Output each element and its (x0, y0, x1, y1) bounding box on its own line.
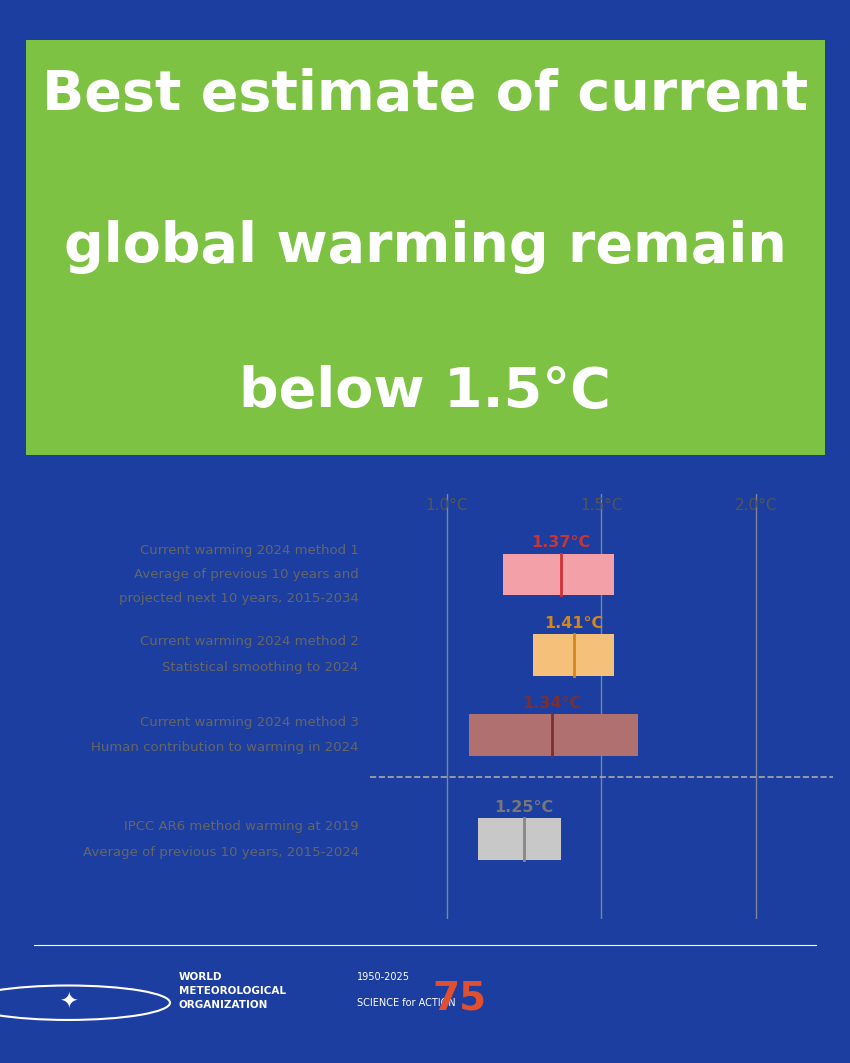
Text: 1.41°C: 1.41°C (544, 615, 604, 630)
Text: Best estimate of current: Best estimate of current (42, 68, 808, 122)
Text: WORLD
METEOROLOGICAL
ORGANIZATION: WORLD METEOROLOGICAL ORGANIZATION (178, 973, 286, 1010)
Text: ✦: ✦ (59, 993, 77, 1013)
Text: Statistical smoothing to 2024: Statistical smoothing to 2024 (162, 661, 359, 674)
Text: IPCC AR6 method warming at 2019: IPCC AR6 method warming at 2019 (124, 820, 359, 833)
Text: 1.37°C: 1.37°C (531, 536, 591, 551)
Text: Current warming 2024 method 2: Current warming 2024 method 2 (139, 636, 359, 648)
Bar (534, 634, 614, 676)
Text: Human contribution to warming in 2024: Human contribution to warming in 2024 (91, 741, 359, 755)
Text: 1.5°C: 1.5°C (580, 499, 622, 513)
Text: 1950-2025: 1950-2025 (357, 972, 410, 982)
Text: global warming remain: global warming remain (64, 220, 786, 274)
Text: SCIENCE for ACTION: SCIENCE for ACTION (357, 998, 456, 1008)
Text: below 1.5°C: below 1.5°C (239, 366, 611, 420)
Text: 1.34°C: 1.34°C (523, 696, 581, 711)
Text: Average of previous 10 years and: Average of previous 10 years and (134, 568, 359, 581)
Text: Current warming 2024 method 1: Current warming 2024 method 1 (139, 544, 359, 557)
Text: projected next 10 years, 2015-2034: projected next 10 years, 2015-2034 (119, 592, 359, 605)
Text: Average of previous 10 years, 2015-2024: Average of previous 10 years, 2015-2024 (82, 845, 359, 859)
Text: 1.0°C: 1.0°C (426, 499, 468, 513)
Bar (468, 714, 638, 756)
Bar (478, 819, 561, 860)
Text: 1.25°C: 1.25°C (495, 800, 554, 815)
Bar (502, 554, 614, 595)
Text: 75: 75 (432, 979, 486, 1017)
Text: 2.0°C: 2.0°C (734, 499, 777, 513)
Text: Current warming 2024 method 3: Current warming 2024 method 3 (139, 715, 359, 728)
Bar (26, 39, 824, 455)
